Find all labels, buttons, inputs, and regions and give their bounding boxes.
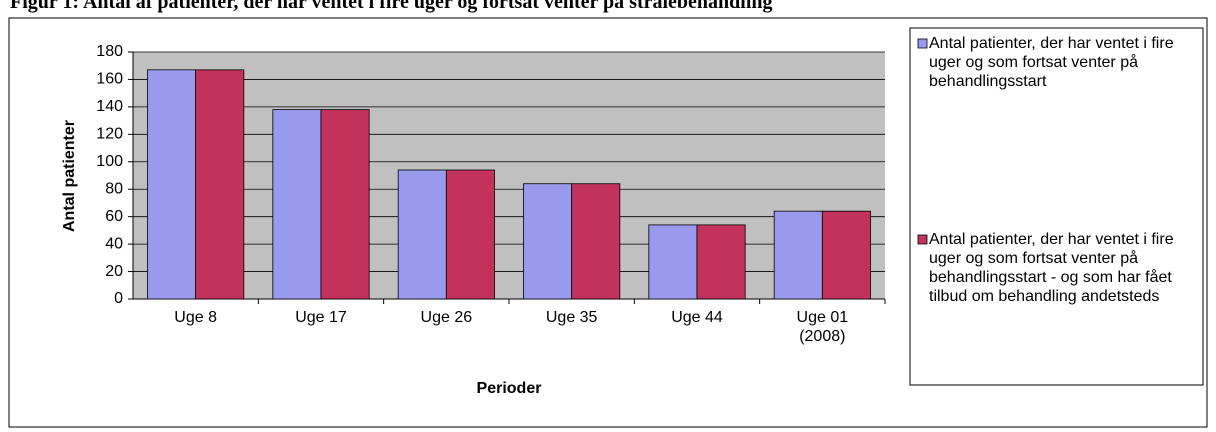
x-tick-label: Uge 26: [420, 309, 473, 326]
y-tick-label: 80: [105, 180, 123, 197]
bar: [523, 183, 573, 300]
bar: [773, 210, 823, 300]
x-tick-label: Uge 01 (2008): [796, 309, 849, 345]
y-axis-title: Antal patienter: [61, 120, 78, 232]
legend-marker: [917, 234, 928, 245]
x-tick-label: Uge 17: [295, 309, 347, 326]
y-tick-label: 0: [114, 290, 123, 307]
y-tick-label: 20: [105, 263, 123, 280]
bar: [445, 169, 495, 300]
x-tick-label: Uge 35: [545, 309, 598, 326]
chart-title: Figur 1: Antal af patienter, der har ven…: [10, 0, 773, 13]
bar: [821, 210, 871, 300]
bar: [571, 183, 621, 300]
x-axis-title: Perioder: [477, 380, 542, 397]
bar: [696, 224, 746, 300]
y-tick-label: 160: [96, 71, 123, 88]
bar: [397, 169, 447, 300]
y-tick-label: 100: [96, 153, 123, 170]
y-tick-label: 60: [105, 208, 123, 225]
y-tick-label: 120: [96, 126, 123, 143]
x-tick-label: Uge 8: [174, 309, 217, 326]
bar: [147, 69, 197, 300]
plot-area: [133, 52, 885, 299]
y-tick-label: 180: [96, 43, 123, 60]
bar: [272, 109, 322, 300]
y-tick-label: 40: [105, 235, 123, 252]
y-tick-label: 140: [96, 98, 123, 115]
bar: [320, 109, 370, 300]
bar: [648, 224, 698, 300]
chart-frame: [8, 17, 1208, 428]
legend-marker: [917, 38, 928, 49]
legend-box: [909, 27, 1204, 386]
legend-label: Antal patienter, der har ventet i fire u…: [929, 231, 1174, 305]
bar: [195, 69, 245, 300]
x-tick-label: Uge 44: [671, 309, 723, 326]
legend-label: Antal patienter, der har ventet i fire u…: [929, 35, 1174, 90]
